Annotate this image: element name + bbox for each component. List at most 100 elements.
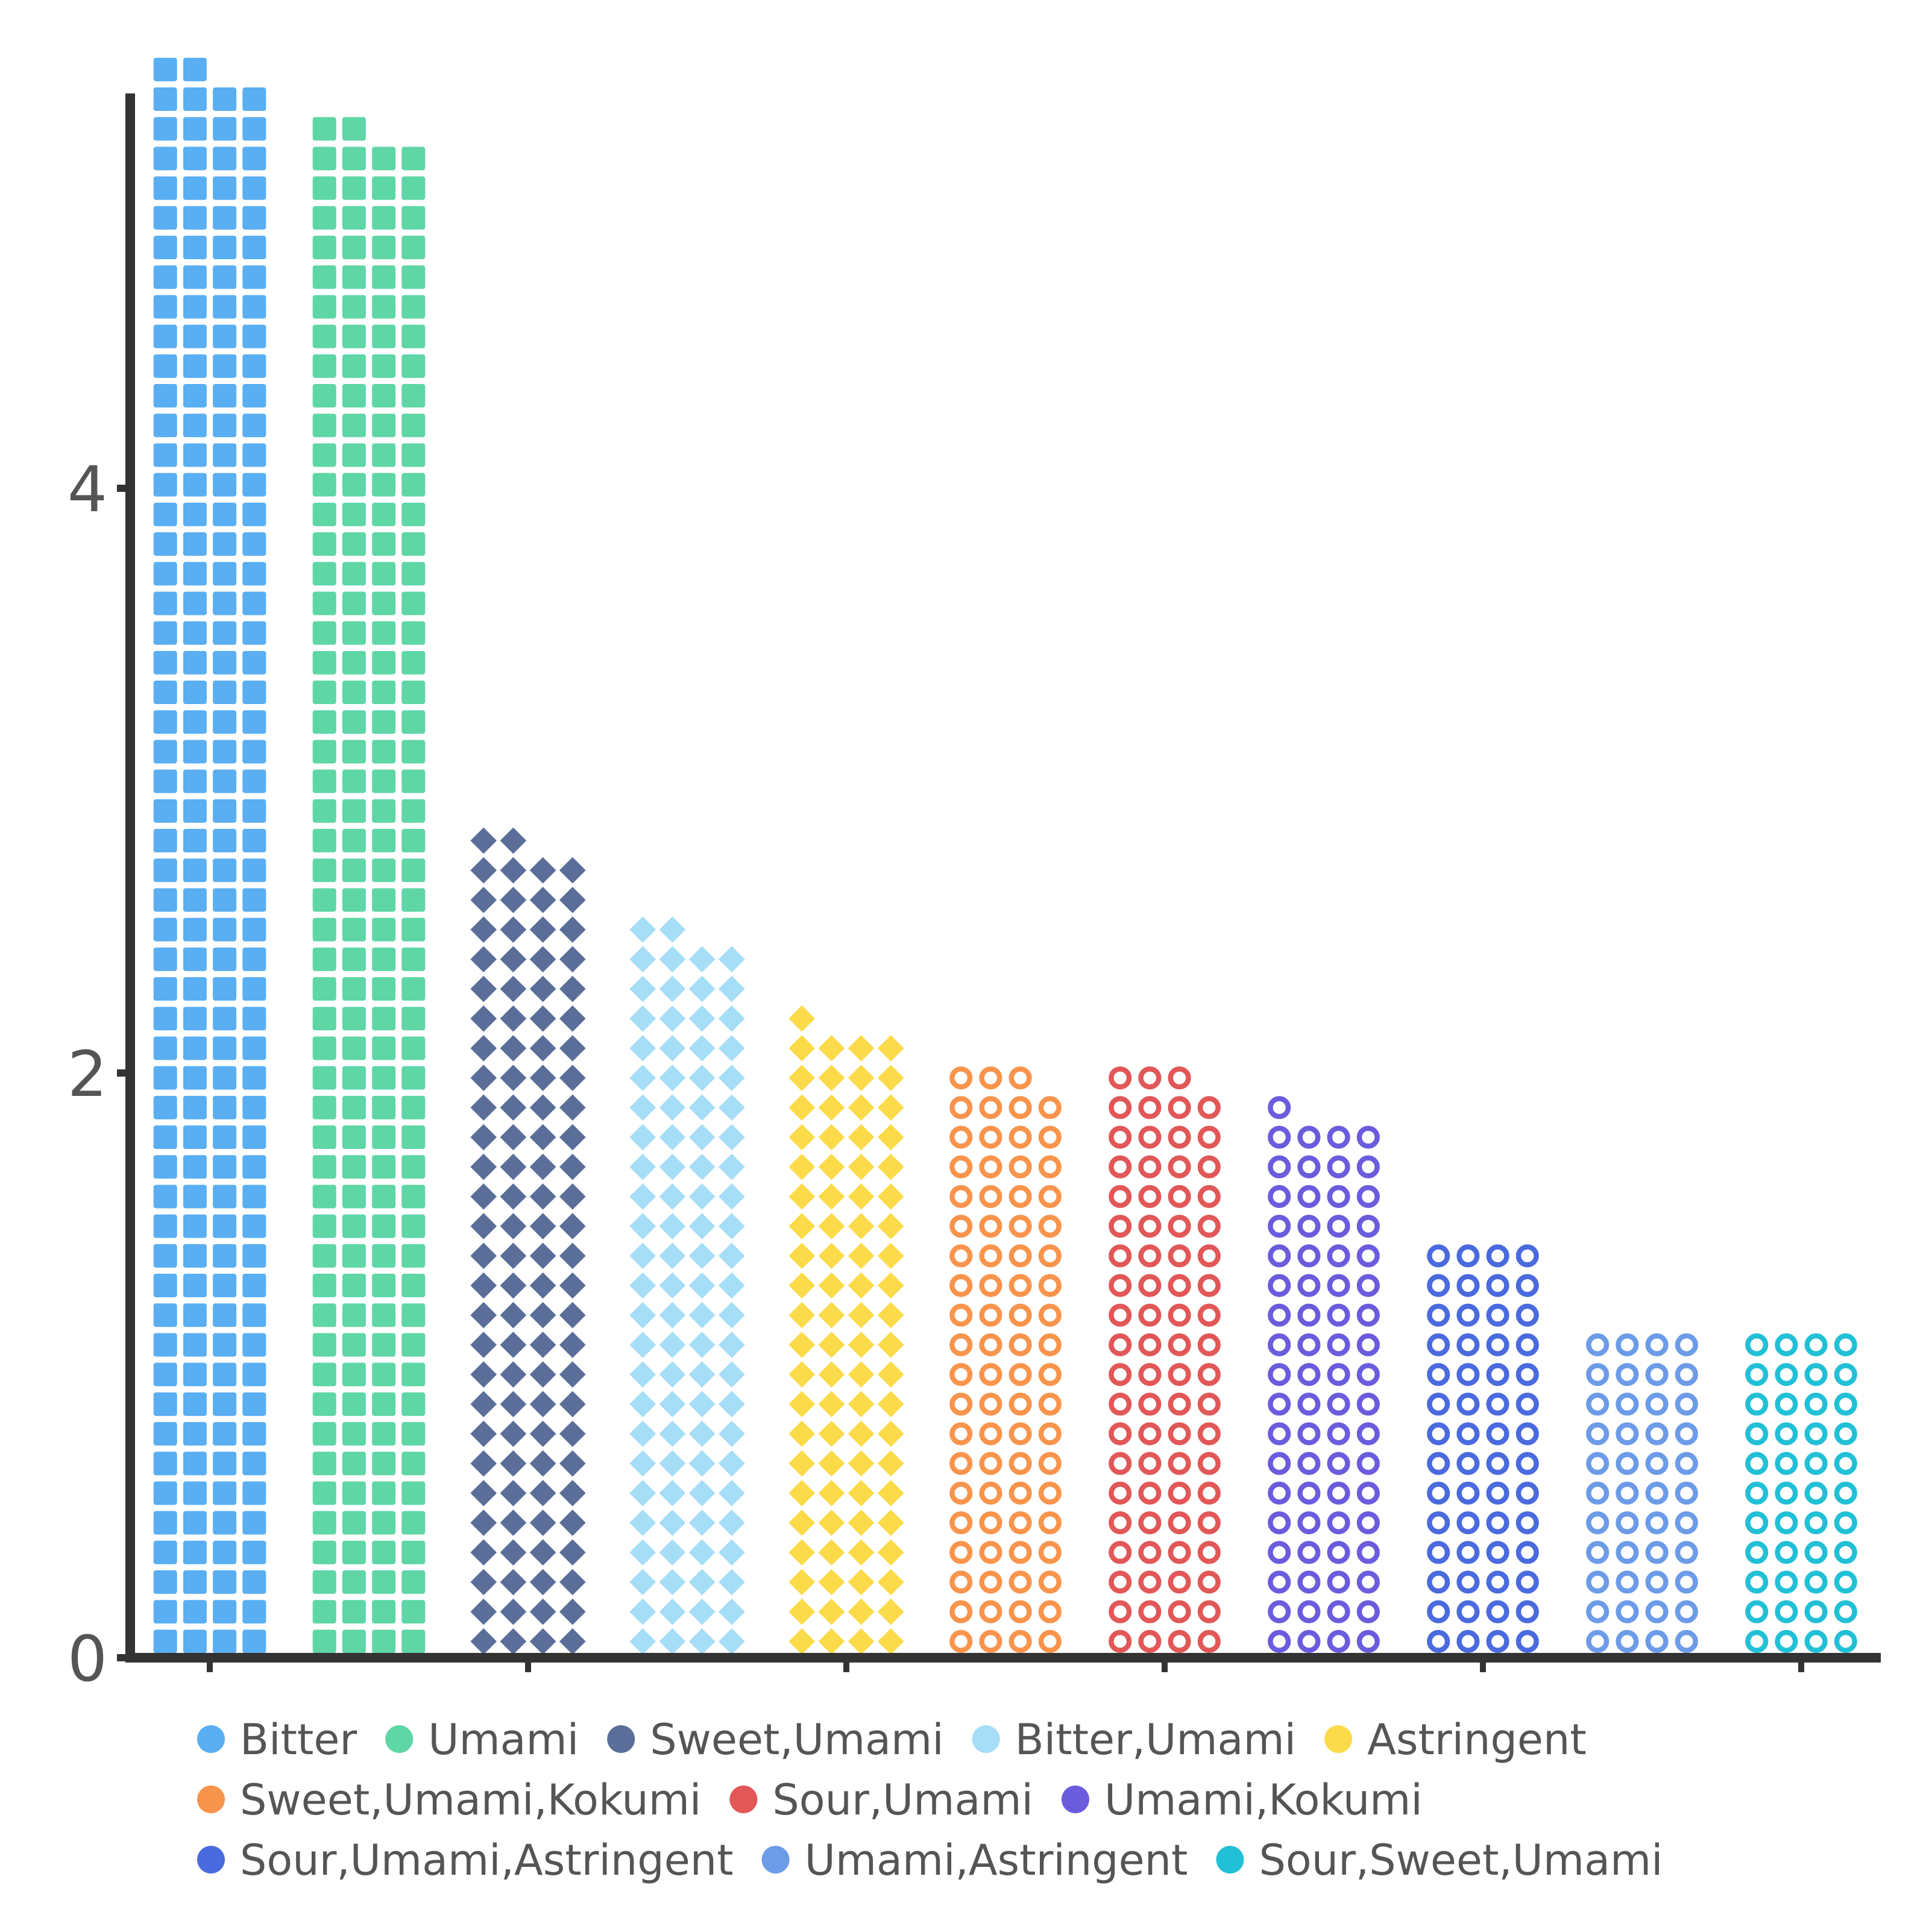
bar-symbol [1197,1600,1221,1623]
bar-symbol [183,1095,207,1119]
bar-symbol [312,502,336,526]
bar-symbol [1009,1244,1032,1268]
bar-symbol [372,740,396,764]
bar-symbol [213,295,237,319]
bar-symbol [401,769,426,793]
bar-symbol [401,1362,426,1386]
bar-symbol [788,1065,816,1091]
bar-symbol [1486,1511,1509,1535]
bar-symbol [312,1481,336,1505]
bar-symbol [1356,1422,1380,1446]
bar-symbol [1456,1600,1480,1623]
bar-symbol [1268,1363,1291,1386]
bar-symbol [979,1481,1002,1505]
bar-symbol [1327,1155,1350,1178]
legend-item[interactable]: Bitter,Umami [972,1715,1296,1764]
legend-item[interactable]: Sour,Umami,Astringent [197,1836,734,1885]
bar-symbol [1675,1511,1698,1535]
bar-symbol [688,1183,716,1210]
bar-symbol [559,1420,586,1447]
legend-item[interactable]: Umami,Astringent [761,1836,1188,1885]
bar-symbol [401,1333,426,1357]
bar-symbol [242,1452,266,1476]
bar-symbol [1356,1629,1380,1654]
bar-symbol [500,975,527,1002]
bar-symbol [979,1541,1002,1564]
bar-symbol [213,1629,237,1654]
legend-marker [385,1725,414,1753]
bar-symbol [529,1035,556,1062]
bar-symbol [242,681,266,705]
bar-symbol [1109,1570,1132,1594]
bar-symbol [312,829,336,853]
bar-sour-sweet-umami [1745,1333,1857,1654]
bar-symbol [470,1005,497,1032]
bar-symbol [1804,1333,1828,1357]
legend-item[interactable]: Sweet,Umami,Kokumi [197,1775,701,1825]
bar-symbol [153,176,177,200]
bar-symbol [559,1361,586,1388]
bar-symbol [183,1185,207,1209]
bar-symbol [949,1481,973,1505]
bar-symbol [242,1066,266,1090]
bar-symbol [1297,1392,1321,1416]
legend-label: Bitter,Umami [1015,1715,1296,1764]
bar-symbol [213,829,237,853]
bar-symbol [1745,1570,1769,1594]
bar-symbol [1009,1481,1032,1505]
bar-symbol [688,1509,716,1536]
bar-symbol [213,206,237,230]
bar-symbol [470,1628,497,1655]
bar-symbol [372,1214,396,1238]
legend-item[interactable]: Sour,Umami [729,1775,1033,1825]
bar-symbol [529,1509,556,1536]
bar-symbol [1356,1481,1380,1505]
bar-symbol [1268,1481,1291,1505]
legend-item[interactable]: Sour,Sweet,Umami [1216,1836,1663,1885]
legend-item[interactable]: Astringent [1324,1715,1587,1764]
bar-symbol [1168,1541,1191,1564]
bar-symbol [1138,1541,1162,1564]
bar-symbol [1427,1422,1450,1446]
bar-symbol [183,1392,207,1416]
bar-symbol [1168,1066,1191,1090]
bar-symbol [979,1392,1002,1416]
bar-symbol [312,324,336,348]
legend-item[interactable]: Sweet,Umami [607,1715,944,1764]
bar-symbol [1327,1511,1350,1535]
bar-symbol [1616,1363,1639,1386]
legend-item[interactable]: Umami,Kokumi [1061,1775,1423,1825]
bar-symbol [1297,1303,1321,1327]
bar-symbol [1675,1541,1698,1564]
bar-symbol [372,681,396,705]
bar-symbol [659,1539,686,1566]
legend-item[interactable]: Umami [385,1715,579,1764]
bar-symbol [1009,1422,1032,1446]
bar-symbol [242,621,266,645]
bar-symbol [877,1183,904,1210]
bar-symbol [342,1570,366,1594]
bar-symbol [788,1272,816,1299]
bar-symbol [1486,1274,1509,1297]
bar-symbol [153,265,177,289]
bar-symbol [1616,1452,1639,1475]
bar-symbol [401,650,426,675]
bar-symbol [500,1035,527,1062]
bar-symbol [401,1629,426,1654]
bar-symbol [718,1005,745,1032]
bar-symbol [1268,1244,1291,1268]
bar-symbol [1197,1185,1221,1209]
bar-symbol [372,206,396,230]
bar-symbol [312,1036,336,1060]
bar-symbol [500,1391,527,1418]
bar-symbol [718,1065,745,1091]
bar-symbol [1168,1392,1191,1416]
bar-symbol [312,1007,336,1031]
legend-item[interactable]: Bitter [197,1715,357,1764]
bar-symbol [1138,1422,1162,1446]
bar-symbol [818,1183,845,1210]
bar-symbol [213,1452,237,1476]
bar-symbol [1168,1215,1191,1238]
bar-symbol [1427,1452,1450,1475]
bar-symbol [718,1391,745,1418]
